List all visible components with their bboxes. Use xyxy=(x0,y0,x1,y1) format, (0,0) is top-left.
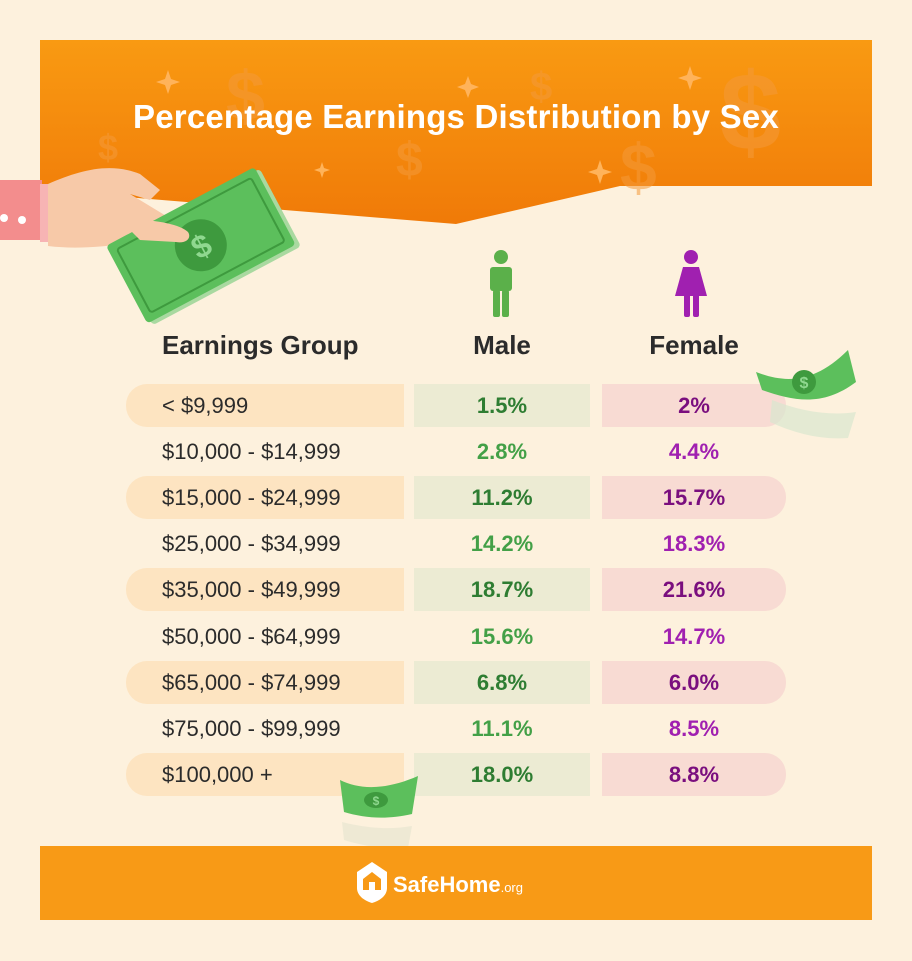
column-header-earnings-group: Earnings Group xyxy=(162,330,359,360)
earnings-group-label: $15,000 - $24,999 xyxy=(162,485,341,510)
earnings-group-label: $25,000 - $34,999 xyxy=(162,531,341,556)
male-percentage: 11.2% xyxy=(471,485,533,510)
svg-text:$: $ xyxy=(720,51,781,174)
female-percentage: 8.5% xyxy=(668,716,720,741)
earnings-group-label: $100,000 + xyxy=(162,762,273,787)
brand-suffix: .org xyxy=(500,880,523,895)
table-row: $10,000 - $14,999 2.8% 4.4% xyxy=(0,430,912,473)
female-percentage: 2% xyxy=(678,393,710,418)
svg-text:$: $ xyxy=(373,794,380,808)
svg-text:$: $ xyxy=(800,375,809,392)
row-shading xyxy=(414,661,590,704)
female-percentage: 8.8% xyxy=(668,762,720,787)
female-percentage: 15.7% xyxy=(662,485,726,510)
earnings-group-label: $75,000 - $99,999 xyxy=(162,716,341,741)
row-shading xyxy=(414,753,590,796)
earnings-group-label: $35,000 - $49,999 xyxy=(162,577,341,602)
female-percentage: 6.0% xyxy=(668,670,720,695)
earnings-group-label: $65,000 - $74,999 xyxy=(162,670,341,695)
table-row: $35,000 - $49,999 18.7% 21.6% xyxy=(0,568,912,611)
svg-text:$: $ xyxy=(396,134,423,187)
row-shading xyxy=(414,384,590,427)
male-percentage: 1.5% xyxy=(476,393,528,418)
male-person-icon xyxy=(490,250,512,317)
svg-text:$: $ xyxy=(98,127,118,168)
svg-text:$: $ xyxy=(620,130,657,204)
female-percentage: 4.4% xyxy=(668,439,720,464)
row-shading xyxy=(602,661,786,704)
female-percentage: 14.7% xyxy=(662,624,726,649)
table-row: $65,000 - $74,999 6.8% 6.0% xyxy=(0,661,912,704)
table-row: $75,000 - $99,999 11.1% 8.5% xyxy=(0,707,912,750)
row-shading xyxy=(126,661,404,704)
table-row: $50,000 - $64,999 15.6% 14.7% xyxy=(0,615,912,658)
table-row: $100,000 + 18.0% 8.8% xyxy=(0,753,912,796)
table-row: < $9,999 1.5% 2% xyxy=(0,384,912,427)
row-shading xyxy=(414,568,590,611)
row-shading xyxy=(414,476,590,519)
money-bill-icon: $ xyxy=(756,350,856,439)
table-row: $15,000 - $24,999 11.2% 15.7% xyxy=(0,476,912,519)
svg-text:$: $ xyxy=(226,57,265,135)
female-person-icon xyxy=(675,250,707,317)
male-percentage: 18.0% xyxy=(470,762,534,787)
row-shading xyxy=(126,568,404,611)
money-bill-icon: $ xyxy=(340,776,418,849)
female-percentage: 18.3% xyxy=(662,531,726,556)
column-header-female: Female xyxy=(649,330,739,360)
footer-bar xyxy=(40,846,872,920)
row-shading xyxy=(126,384,404,427)
male-percentage: 18.7% xyxy=(470,577,534,602)
row-shading xyxy=(602,384,786,427)
earnings-group-label: $50,000 - $64,999 xyxy=(162,624,341,649)
column-header-male: Male xyxy=(473,330,531,360)
brand-logo-text[interactable]: SafeHome.org xyxy=(393,872,523,898)
earnings-group-label: $10,000 - $14,999 xyxy=(162,439,341,464)
male-percentage: 11.1% xyxy=(471,716,533,741)
row-shading xyxy=(602,568,786,611)
hand-holding-money-icon: $ xyxy=(0,168,300,324)
table-row: $25,000 - $34,999 14.2% 18.3% xyxy=(0,522,912,565)
earnings-group-label: < $9,999 xyxy=(162,393,249,418)
row-shading xyxy=(602,476,786,519)
female-percentage: 21.6% xyxy=(662,577,726,602)
male-percentage: 2.8% xyxy=(476,439,528,464)
page-title: Percentage Earnings Distribution by Sex xyxy=(133,98,779,135)
male-percentage: 14.2% xyxy=(470,531,534,556)
male-percentage: 15.6% xyxy=(470,624,534,649)
house-shield-icon xyxy=(357,862,387,903)
brand-name: SafeHome xyxy=(393,872,501,897)
row-shading xyxy=(602,753,786,796)
row-shading xyxy=(126,476,404,519)
svg-text:$: $ xyxy=(530,65,552,109)
male-percentage: 6.8% xyxy=(476,670,528,695)
